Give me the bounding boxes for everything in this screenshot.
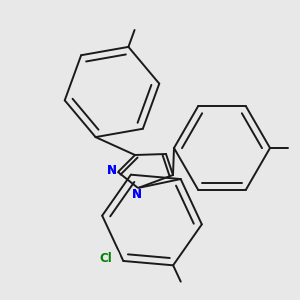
Text: N: N [132, 188, 142, 201]
Text: N: N [106, 164, 116, 177]
Text: N: N [106, 164, 116, 177]
Circle shape [106, 165, 117, 176]
Text: Cl: Cl [99, 253, 112, 266]
Circle shape [91, 245, 119, 273]
Circle shape [131, 189, 142, 200]
Text: N: N [132, 188, 142, 201]
